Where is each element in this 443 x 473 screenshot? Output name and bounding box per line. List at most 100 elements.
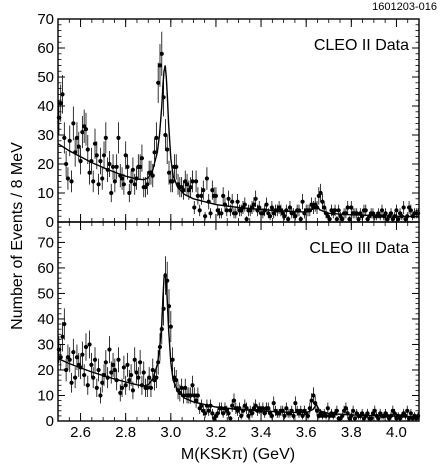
data-point bbox=[394, 208, 399, 213]
data-point bbox=[145, 385, 150, 390]
data-point bbox=[197, 208, 202, 213]
data-point bbox=[415, 211, 421, 216]
data-point bbox=[208, 211, 213, 216]
data-point bbox=[154, 375, 159, 380]
data-point bbox=[69, 179, 74, 184]
data-point bbox=[267, 214, 273, 219]
data-point bbox=[340, 413, 345, 418]
data-point bbox=[253, 196, 258, 201]
data-point bbox=[260, 406, 265, 411]
data-point bbox=[141, 370, 146, 375]
data-point bbox=[73, 375, 78, 380]
data-point bbox=[76, 144, 81, 149]
data-point bbox=[300, 199, 305, 204]
data-point bbox=[262, 208, 267, 213]
data-point bbox=[327, 217, 332, 222]
data-point bbox=[134, 176, 139, 181]
data-point bbox=[320, 199, 325, 204]
y-tick-label: 10 bbox=[37, 185, 54, 202]
data-point bbox=[336, 208, 341, 213]
data-point bbox=[145, 182, 150, 187]
data-point bbox=[74, 135, 80, 140]
data-point bbox=[246, 413, 251, 418]
data-point bbox=[103, 360, 108, 365]
data-point bbox=[352, 416, 358, 421]
data-point bbox=[100, 176, 105, 181]
data-point bbox=[296, 208, 302, 213]
data-point bbox=[69, 380, 74, 385]
data-point bbox=[109, 190, 114, 196]
data-point bbox=[101, 372, 107, 378]
data-point bbox=[300, 413, 305, 418]
data-point bbox=[222, 202, 228, 207]
data-point bbox=[101, 153, 107, 158]
data-point bbox=[307, 406, 312, 411]
y-tick-label: 20 bbox=[37, 362, 54, 379]
data-point bbox=[73, 150, 78, 155]
data-point bbox=[85, 147, 90, 152]
figure-id: 1601203-016 bbox=[372, 1, 437, 13]
data-point bbox=[163, 132, 168, 138]
data-point bbox=[170, 357, 175, 362]
data-point bbox=[291, 413, 296, 418]
data-point bbox=[166, 304, 172, 309]
data-point bbox=[65, 176, 71, 181]
data-point bbox=[118, 390, 123, 396]
data-point bbox=[201, 188, 206, 193]
data-point bbox=[249, 411, 255, 416]
data-point bbox=[365, 411, 370, 416]
data-point bbox=[313, 401, 318, 406]
data-point bbox=[311, 393, 316, 398]
data-point bbox=[139, 383, 145, 388]
data-point bbox=[286, 217, 291, 222]
data-point bbox=[195, 193, 200, 198]
data-point bbox=[343, 406, 348, 411]
data-point bbox=[325, 406, 330, 411]
data-point bbox=[78, 159, 83, 164]
data-point bbox=[152, 150, 157, 155]
data-point bbox=[109, 370, 114, 375]
y-tick-label: 30 bbox=[37, 336, 54, 353]
data-point bbox=[107, 347, 112, 352]
data-point bbox=[219, 406, 224, 411]
panel-title: CLEO II Data bbox=[314, 37, 409, 54]
data-point bbox=[378, 214, 383, 219]
y-tick-label: 60 bbox=[37, 260, 54, 277]
data-point bbox=[208, 403, 213, 408]
data-point bbox=[332, 208, 338, 213]
x-tick-label: 2.6 bbox=[70, 424, 91, 441]
data-point bbox=[406, 416, 412, 421]
data-point bbox=[193, 179, 199, 184]
data-point bbox=[94, 385, 99, 390]
data-point bbox=[396, 217, 401, 222]
data-point bbox=[64, 367, 69, 373]
data-point bbox=[58, 101, 63, 106]
data-point bbox=[372, 408, 377, 413]
data-point bbox=[188, 185, 193, 190]
data-point bbox=[105, 167, 110, 172]
data-point bbox=[156, 80, 161, 85]
data-point bbox=[82, 372, 87, 378]
y-tick-label: 50 bbox=[37, 285, 54, 302]
data-point bbox=[179, 385, 184, 390]
panel-bottom: 0 10 20 30 40 50 60 70 2.6 2.8 3.0 3.2 3.4 3.6 3.8 4.0 C… bbox=[37, 221, 421, 441]
data-point bbox=[174, 164, 179, 169]
data-point bbox=[125, 164, 130, 169]
data-point bbox=[383, 211, 388, 216]
data-point bbox=[129, 372, 134, 378]
data-point bbox=[170, 179, 175, 184]
data-point bbox=[307, 208, 312, 213]
panel-title: CLEO III Data bbox=[309, 240, 409, 257]
data-point bbox=[159, 327, 164, 332]
data-point bbox=[289, 408, 294, 413]
data-point bbox=[71, 350, 76, 355]
data-point bbox=[87, 342, 92, 347]
panel-top: 0 10 20 30 40 50 60 70 CLEO II Data bbox=[37, 11, 421, 231]
data-point bbox=[369, 416, 374, 421]
data-point bbox=[121, 182, 126, 187]
data-point bbox=[349, 205, 354, 210]
data-point bbox=[244, 217, 249, 222]
y-tick-label: 70 bbox=[37, 11, 54, 28]
x-tick-label: 4.0 bbox=[386, 424, 407, 441]
